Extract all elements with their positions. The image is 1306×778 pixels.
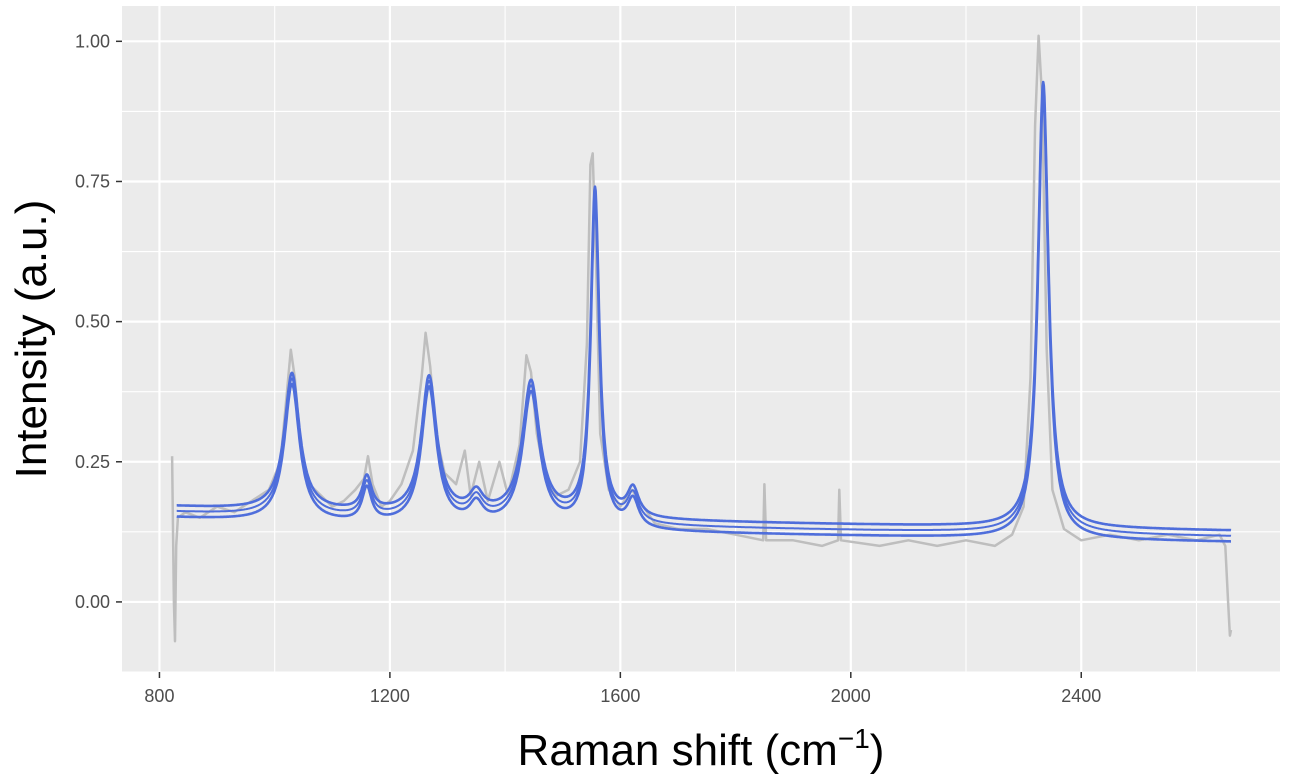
x-tick-label: 2000 — [831, 686, 871, 706]
series-layer — [170, 34, 1233, 643]
y-tick-label: 1.00 — [75, 31, 110, 51]
y-tick-label: 0.75 — [75, 171, 110, 191]
y-tick-label: 0.50 — [75, 312, 110, 332]
y-axis-title: Intensity (a.u.) — [7, 200, 56, 479]
x-axis-ticks: 800 1200 1600 2000 2400 — [144, 672, 1101, 706]
x-axis-title-superscript: −1 — [838, 723, 870, 754]
minor-grid — [122, 6, 1280, 673]
y-tick-label: 0.25 — [75, 452, 110, 472]
x-tick-label: 1200 — [370, 686, 410, 706]
x-tick-label: 1600 — [600, 686, 640, 706]
x-tick-label: 2400 — [1061, 686, 1101, 706]
fitted-spectrum-line — [176, 80, 1232, 532]
plot-panel — [122, 6, 1280, 672]
major-grid — [122, 6, 1280, 672]
x-axis-title: Raman shift (cm−1) — [518, 723, 885, 775]
y-axis-ticks: 0.00 0.25 0.50 0.75 1.00 — [75, 31, 122, 612]
x-tick-label: 800 — [144, 686, 174, 706]
y-tick-label: 0.00 — [75, 592, 110, 612]
